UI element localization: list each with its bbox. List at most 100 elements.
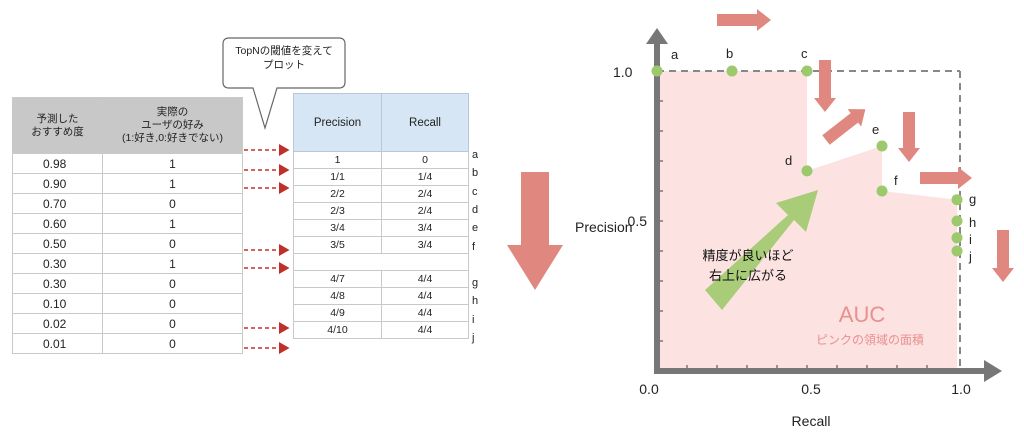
recall-cell: 2/4 bbox=[381, 202, 469, 220]
row-letter: e bbox=[472, 222, 479, 235]
prediction-table: 予測した おすすめ度 実際の ユーザの好み (1:好き,0:好きでない) 0.9… bbox=[12, 97, 243, 354]
actual-preference-header: 実際の ユーザの好み (1:好き,0:好きでない) bbox=[102, 97, 243, 154]
table-row: 0.90 1 bbox=[12, 173, 243, 194]
row-letter: b bbox=[472, 167, 479, 180]
recall-cell: 3/4 bbox=[381, 219, 469, 237]
row-letter: f bbox=[472, 240, 476, 253]
table-row: 0.30 0 bbox=[12, 273, 243, 294]
move-right-arrow bbox=[920, 167, 972, 189]
precision-cell: 4/10 bbox=[293, 321, 382, 339]
improvement-arrow bbox=[705, 190, 818, 310]
down-arrow-large bbox=[507, 172, 563, 290]
annotation-line: 右上に広がる bbox=[709, 268, 787, 283]
row-letter: j bbox=[472, 332, 475, 344]
table-row: 3/5 3/4 bbox=[293, 236, 469, 254]
recall-cell: 1/4 bbox=[381, 168, 469, 186]
actual-label: 0 bbox=[102, 273, 243, 294]
move-down-arrow bbox=[992, 230, 1014, 282]
x-axis-arrowhead bbox=[984, 360, 1002, 382]
callout-text: TopNの閾値を変えて プロット bbox=[223, 44, 345, 72]
point-label: c bbox=[801, 46, 808, 61]
actual-label: 1 bbox=[102, 213, 243, 234]
y-tick-label: 1.0 bbox=[613, 64, 633, 80]
row-letter: d bbox=[472, 203, 479, 216]
precision-cell: 3/5 bbox=[293, 236, 382, 254]
point-label: a bbox=[671, 47, 679, 62]
data-point-i bbox=[951, 232, 963, 244]
data-point-f bbox=[876, 185, 888, 197]
point-label: h bbox=[969, 215, 976, 230]
table-row: 4/7 4/4 bbox=[293, 270, 469, 288]
data-point-a bbox=[651, 65, 663, 77]
table-row: 4/8 4/4 bbox=[293, 287, 469, 305]
actual-label: 0 bbox=[102, 193, 243, 214]
row-letter: i bbox=[472, 313, 475, 326]
callout-line: プロット bbox=[263, 59, 305, 71]
precision-recall-table: Precision Recall 1 0 1/1 1/4 2/2 2/4 2/3 2/4 3/4… bbox=[293, 93, 469, 339]
predicted-score: 0.60 bbox=[12, 213, 103, 234]
x-axis-label: Recall bbox=[792, 413, 831, 429]
precision-cell: 2/3 bbox=[293, 202, 382, 220]
actual-label: 0 bbox=[102, 233, 243, 254]
recall-cell: 4/4 bbox=[381, 270, 469, 288]
recall-cell bbox=[381, 253, 469, 271]
predicted-score: 0.98 bbox=[12, 153, 103, 174]
callout-line: TopNの閾値を変えて bbox=[235, 45, 333, 57]
predicted-score: 0.10 bbox=[12, 293, 103, 314]
recall-cell: 4/4 bbox=[381, 321, 469, 339]
auc-subtitle: ピンクの領域の面積 bbox=[816, 332, 924, 347]
precision-header: Precision bbox=[293, 93, 382, 152]
predicted-score: 0.30 bbox=[12, 273, 103, 294]
recall-cell: 3/4 bbox=[381, 236, 469, 254]
precision-cell bbox=[293, 253, 382, 271]
move-down-arrow bbox=[814, 60, 836, 112]
actual-label: 0 bbox=[102, 293, 243, 314]
callout-bubble bbox=[222, 37, 346, 130]
move-right-arrow bbox=[717, 9, 771, 31]
actual-label: 0 bbox=[102, 333, 243, 354]
actual-label: 1 bbox=[102, 253, 243, 274]
data-point-g bbox=[951, 194, 963, 206]
move-up-right-arrow bbox=[822, 109, 866, 145]
point-label: g bbox=[969, 192, 976, 207]
header-line: 予測した bbox=[36, 112, 79, 125]
recall-cell: 4/4 bbox=[381, 304, 469, 322]
row-letter: g bbox=[472, 277, 479, 290]
table-row: 2/3 2/4 bbox=[293, 202, 469, 220]
predicted-score: 0.70 bbox=[12, 193, 103, 214]
precision-cell: 4/9 bbox=[293, 304, 382, 322]
x-tick-label: 1.0 bbox=[951, 381, 971, 397]
table-row: 0.30 1 bbox=[12, 253, 243, 274]
table-row: 0.70 0 bbox=[12, 193, 243, 214]
actual-label: 1 bbox=[102, 153, 243, 174]
row-letter: c bbox=[472, 185, 478, 198]
header-line: (1:好き,0:好きでない) bbox=[122, 132, 223, 144]
y-axis-label: Precision bbox=[575, 219, 633, 235]
y-tick-label: 0.5 bbox=[628, 213, 648, 229]
predicted-score: 0.30 bbox=[12, 253, 103, 274]
table-row: 0.50 0 bbox=[12, 233, 243, 254]
actual-label: 0 bbox=[102, 313, 243, 334]
header-line: おすすめ度 bbox=[31, 125, 84, 138]
point-label: f bbox=[894, 173, 898, 188]
recall-cell: 2/4 bbox=[381, 185, 469, 203]
predicted-score: 0.02 bbox=[12, 313, 103, 334]
actual-label: 1 bbox=[102, 173, 243, 194]
recall-header: Recall bbox=[381, 93, 469, 152]
header-line: ユーザの好み bbox=[141, 119, 204, 131]
point-label: e bbox=[872, 122, 879, 137]
table-row: 2/2 2/4 bbox=[293, 185, 469, 203]
table-row: 4/9 4/4 bbox=[293, 304, 469, 322]
predicted-score: 0.90 bbox=[12, 173, 103, 194]
threshold-arrows bbox=[244, 144, 290, 354]
precision-cell: 4/7 bbox=[293, 270, 382, 288]
data-point-b bbox=[726, 65, 738, 77]
move-down-arrow bbox=[898, 112, 920, 162]
table-row: 3/4 3/4 bbox=[293, 219, 469, 237]
precision-cell: 3/4 bbox=[293, 219, 382, 237]
data-point-e bbox=[876, 140, 888, 152]
precision-cell: 4/8 bbox=[293, 287, 382, 305]
annotation-line: 精度が良いほど bbox=[702, 248, 793, 263]
table-row: 0.02 0 bbox=[12, 313, 243, 334]
